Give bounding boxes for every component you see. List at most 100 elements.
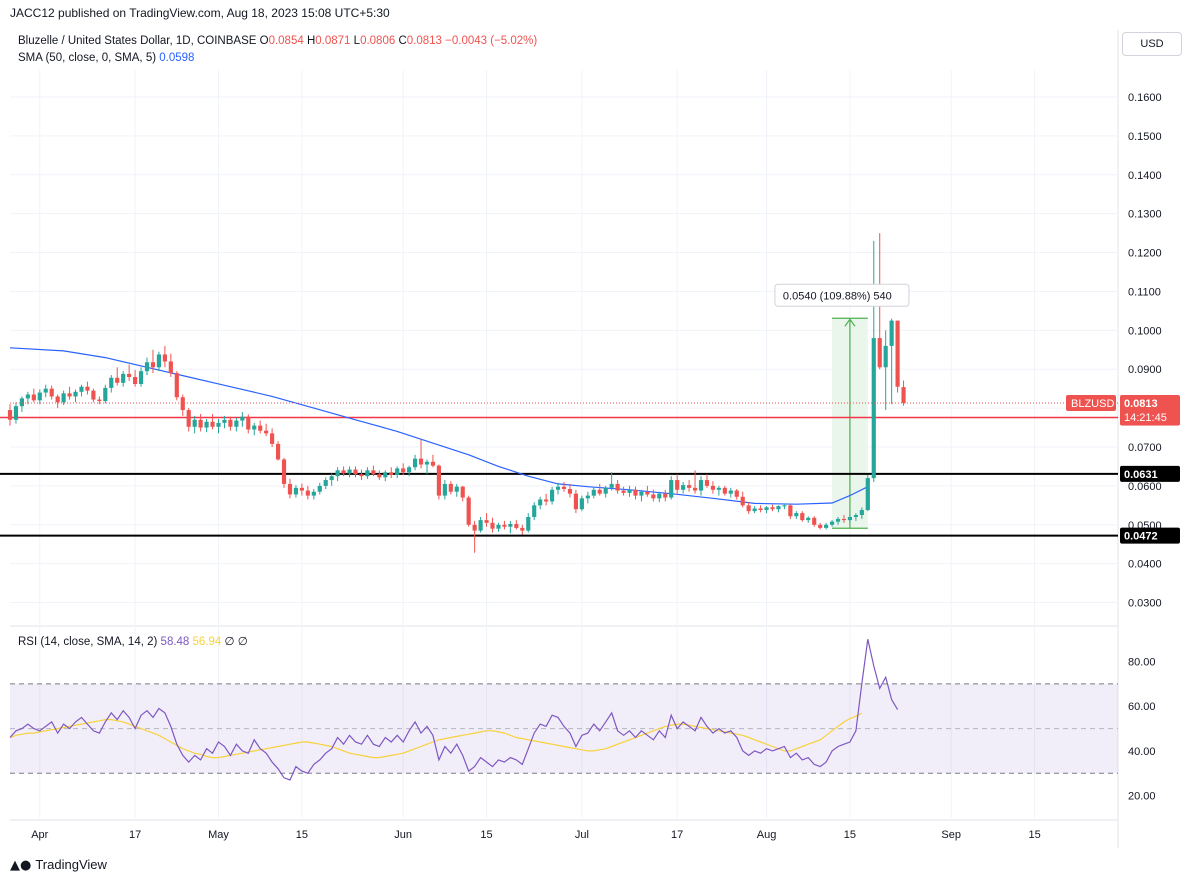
- candle-body: [502, 524, 507, 527]
- candle: [192, 415, 197, 434]
- candle-body: [782, 505, 787, 507]
- candle: [466, 495, 471, 527]
- candle-body: [91, 390, 96, 400]
- candle-body: [454, 486, 459, 492]
- candle: [704, 474, 710, 488]
- candle-body: [633, 489, 638, 496]
- candle: [782, 503, 787, 510]
- candle-body: [716, 487, 721, 490]
- candle-body: [389, 472, 394, 475]
- candle: [675, 474, 680, 494]
- candle: [240, 412, 245, 427]
- candle-body: [550, 489, 555, 502]
- candle: [31, 388, 36, 403]
- candle-body: [853, 515, 858, 517]
- rsi-sma-line: [9, 712, 863, 759]
- candle: [794, 511, 799, 519]
- candle-body: [192, 419, 197, 427]
- candle-body: [281, 459, 287, 484]
- sma-label: SMA (50, close, 0, SMA, 5): [18, 52, 157, 64]
- sma-legend[interactable]: SMA (50, close, 0, SMA, 5) 0.0598: [18, 52, 194, 64]
- candle: [323, 477, 328, 489]
- candle-body: [121, 373, 126, 383]
- level-price-label: 0.0472: [1124, 531, 1158, 543]
- candle: [800, 511, 805, 522]
- candle-body: [365, 470, 370, 477]
- candle-body: [377, 474, 382, 478]
- candle-body: [567, 489, 573, 494]
- candle: [532, 502, 537, 521]
- candle: [103, 384, 108, 404]
- candle-body: [722, 487, 727, 494]
- price-pane: 0.0540 (109.88%) 540: [0, 233, 1118, 553]
- candle-body: [395, 468, 400, 475]
- candle: [85, 381, 90, 395]
- candle-body: [138, 371, 144, 384]
- candle: [514, 520, 519, 530]
- time-tick-label: 15: [480, 829, 492, 841]
- candle: [788, 504, 793, 519]
- candle-body: [871, 338, 876, 479]
- candle-body: [603, 487, 608, 494]
- candle-body: [73, 391, 78, 397]
- time-tick-label: Apr: [31, 829, 48, 841]
- rsi-extra: ∅ ∅: [224, 636, 248, 648]
- candle-body: [252, 425, 257, 430]
- price-tick-label: 0.1100: [1128, 286, 1161, 298]
- rsi-label: RSI (14, close, SMA, 14, 2): [18, 636, 158, 648]
- candle: [859, 507, 864, 519]
- symbol-badge-label: BLZUSD: [1071, 398, 1114, 410]
- time-tick-label: May: [208, 829, 229, 841]
- candle-body: [847, 517, 853, 521]
- symbol-legend: Bluzelle / United States Dollar, 1D, COI…: [18, 35, 537, 47]
- rsi-tick-label: 20.00: [1128, 791, 1156, 803]
- candle: [591, 486, 596, 499]
- candle-body: [67, 393, 72, 397]
- candle-body: [585, 495, 590, 499]
- candle: [109, 375, 114, 393]
- candle-body: [264, 430, 269, 434]
- candle-body: [752, 508, 757, 512]
- candle: [681, 482, 686, 494]
- candle-body: [794, 513, 799, 517]
- measure-label-box: [774, 283, 910, 307]
- tradingview-logo[interactable]: ▲● TradingView: [10, 857, 107, 873]
- candle-body: [663, 493, 668, 498]
- candle-body: [758, 508, 763, 510]
- candle: [365, 467, 370, 479]
- candle: [168, 353, 173, 377]
- rsi-sma-value: 56.94: [192, 636, 222, 648]
- candle-body: [627, 489, 632, 493]
- candle: [7, 404, 13, 426]
- candle-body: [651, 494, 656, 499]
- candle: [573, 489, 578, 514]
- candle: [79, 384, 84, 397]
- candle: [144, 357, 150, 376]
- candle: [305, 485, 310, 500]
- candle: [776, 505, 781, 513]
- candle-body: [675, 480, 680, 490]
- candle: [37, 389, 42, 405]
- candle: [472, 520, 477, 553]
- candle-body: [37, 392, 42, 401]
- candle-body: [657, 493, 662, 499]
- candle: [835, 517, 841, 525]
- candle: [412, 454, 418, 471]
- currency-button[interactable]: USD: [1122, 32, 1182, 56]
- candle: [871, 240, 876, 482]
- rsi-legend[interactable]: RSI (14, close, SMA, 14, 2) 58.48 56.94 …: [18, 634, 248, 648]
- time-tick-label: Jul: [575, 829, 589, 841]
- last-price-badge: [1120, 395, 1180, 426]
- candle-body: [728, 490, 733, 494]
- level-price-label: 0.0631: [1124, 469, 1158, 481]
- time-tick-label: Aug: [757, 829, 777, 841]
- candle-body: [13, 406, 19, 420]
- candle: [258, 420, 263, 434]
- rsi-value: 58.48: [160, 636, 190, 648]
- candle: [555, 482, 561, 495]
- candle-body: [561, 486, 567, 489]
- candle: [252, 422, 257, 436]
- time-tick-label: 15: [844, 829, 856, 841]
- candle: [341, 466, 346, 477]
